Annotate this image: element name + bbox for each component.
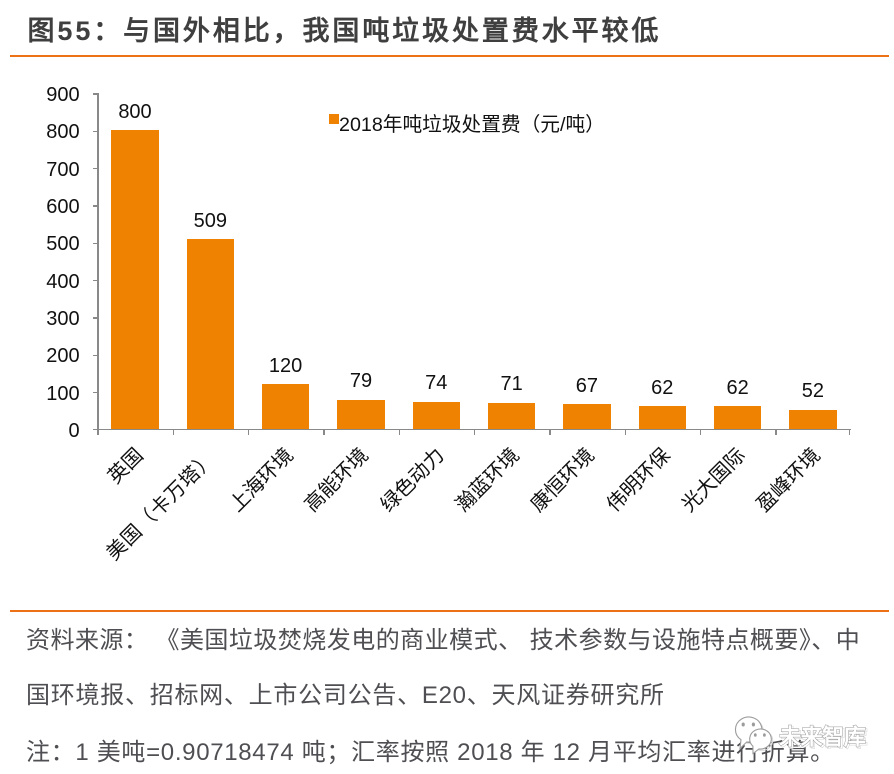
svg-text:未来智库: 未来智库 <box>781 726 868 751</box>
svg-text:未来智库: 未来智库 <box>779 724 866 749</box>
